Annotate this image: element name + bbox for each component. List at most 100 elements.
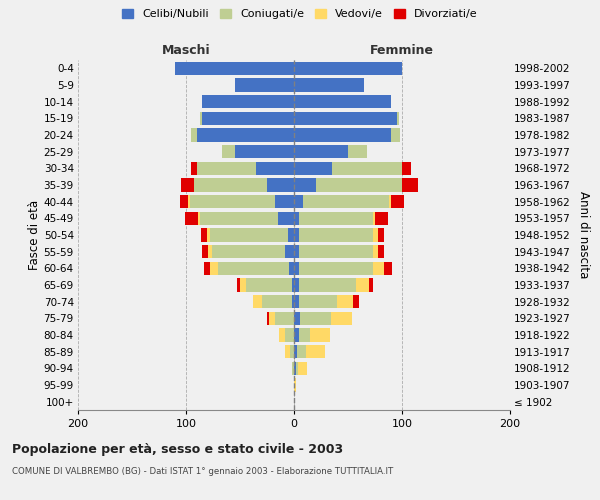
Bar [294,328,299,342]
Bar [368,278,373,291]
Bar [294,378,296,392]
Bar [262,295,292,308]
Bar [294,212,299,225]
Text: COMUNE DI VALBREMBO (BG) - Dati ISTAT 1° gennaio 2003 - Elaborazione TUTTITALIA.: COMUNE DI VALBREMBO (BG) - Dati ISTAT 1°… [12,468,393,476]
Bar [356,278,368,291]
Bar [375,212,388,225]
Bar [310,328,329,342]
Bar [332,162,402,175]
Bar [306,345,325,358]
Bar [188,195,190,208]
Bar [191,162,197,175]
Bar [294,312,301,325]
Bar [294,62,402,75]
Bar [175,62,294,75]
Bar [297,345,306,358]
Legend: Celibi/Nubili, Coniugati/e, Vedovi/e, Divorziati/e: Celibi/Nubili, Coniugati/e, Vedovi/e, Di… [119,6,481,22]
Bar [210,228,287,241]
Bar [292,362,294,375]
Bar [202,95,294,108]
Bar [218,262,289,275]
Bar [202,112,294,125]
Bar [185,212,198,225]
Bar [294,245,299,258]
Bar [299,212,373,225]
Bar [287,228,294,241]
Bar [237,278,240,291]
Bar [279,328,286,342]
Bar [383,262,392,275]
Bar [299,245,373,258]
Bar [391,128,400,141]
Bar [353,295,359,308]
Bar [181,178,194,192]
Bar [373,228,378,241]
Bar [205,262,210,275]
Bar [179,195,188,208]
Bar [397,112,399,125]
Bar [221,145,235,158]
Bar [194,178,267,192]
Bar [337,295,353,308]
Bar [275,312,294,325]
Bar [302,195,389,208]
Bar [289,262,294,275]
Bar [208,245,212,258]
Bar [200,212,278,225]
Bar [253,295,262,308]
Bar [294,295,299,308]
Bar [294,95,391,108]
Bar [290,345,294,358]
Bar [294,228,299,241]
Bar [198,212,200,225]
Bar [210,262,218,275]
Bar [294,278,299,291]
Bar [256,162,294,175]
Bar [197,162,256,175]
Bar [391,195,404,208]
Bar [294,362,296,375]
Bar [292,295,294,308]
Bar [373,245,378,258]
Bar [299,278,356,291]
Bar [348,145,367,158]
Text: Femmine: Femmine [370,44,434,57]
Bar [294,112,397,125]
Y-axis label: Fasce di età: Fasce di età [28,200,41,270]
Bar [294,345,297,358]
Bar [286,328,294,342]
Bar [294,128,391,141]
Bar [296,362,298,375]
Bar [202,245,208,258]
Bar [191,128,197,141]
Y-axis label: Anni di nascita: Anni di nascita [577,192,590,278]
Text: Maschi: Maschi [161,44,211,57]
Bar [389,195,391,208]
Bar [299,262,373,275]
Bar [299,328,310,342]
Bar [267,178,294,192]
Bar [402,178,418,192]
Bar [294,162,332,175]
Bar [240,278,247,291]
Bar [247,278,292,291]
Bar [269,312,275,325]
Bar [201,228,206,241]
Bar [294,262,299,275]
Bar [299,295,337,308]
Bar [235,145,294,158]
Bar [299,228,373,241]
Bar [294,145,348,158]
Bar [212,245,286,258]
Bar [373,212,375,225]
Text: Popolazione per età, sesso e stato civile - 2003: Popolazione per età, sesso e stato civil… [12,442,343,456]
Bar [301,312,331,325]
Bar [286,345,290,358]
Bar [286,245,294,258]
Bar [294,178,316,192]
Bar [206,228,210,241]
Bar [373,262,383,275]
Bar [200,112,202,125]
Bar [331,312,352,325]
Bar [190,195,275,208]
